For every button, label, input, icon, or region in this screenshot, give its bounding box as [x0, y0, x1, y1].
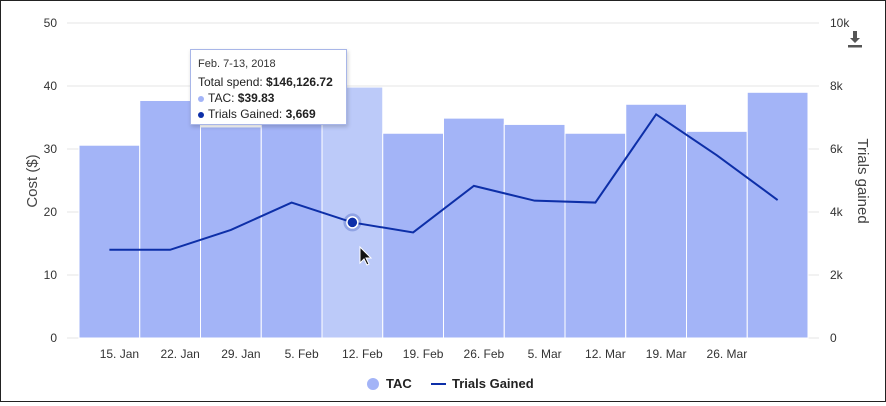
x-tick-label: 5. Feb	[285, 347, 319, 361]
download-icon	[848, 31, 862, 48]
x-tick-label: 22. Jan	[160, 347, 199, 361]
trials-dot-icon	[198, 111, 204, 118]
tac-bar[interactable]	[260, 120, 323, 339]
x-tick-label: 12. Mar	[585, 347, 626, 361]
tooltip: Feb. 7-13, 2018 Total spend: $146,126.72…	[190, 49, 347, 125]
x-tick-label: 5. Mar	[528, 347, 562, 361]
tac-bar[interactable]	[443, 117, 505, 339]
x-tick-label: 26. Feb	[464, 347, 505, 361]
tac-bar[interactable]	[200, 126, 262, 339]
tac-bars	[78, 86, 809, 339]
trials-point[interactable]	[346, 216, 359, 229]
tac-bar[interactable]	[564, 132, 627, 339]
right-axis-title: Trials gained	[854, 138, 871, 223]
y-tick-label: 40	[44, 79, 58, 93]
y2-tick-label: 6k	[830, 142, 844, 156]
tooltip-date: Feb. 7-13, 2018	[198, 58, 276, 70]
tooltip-trials-value: 3,669	[285, 107, 316, 121]
left-axis-ticks: 0 10 20 30 40 50	[44, 16, 58, 345]
y-tick-label: 10	[44, 268, 58, 282]
legend-tac-label[interactable]: TAC	[386, 376, 412, 391]
y2-tick-label: 4k	[830, 205, 844, 219]
tac-bar[interactable]	[139, 99, 201, 339]
tac-bar[interactable]	[503, 123, 566, 339]
tac-bar[interactable]	[686, 130, 748, 339]
x-axis-ticks: 15. Jan 22. Jan 29. Jan 5. Feb 12. Feb 19. Fe…	[100, 347, 748, 361]
right-axis-ticks: 0 2k 4k 6k 8k 10k	[830, 16, 850, 345]
x-tick-label: 19. Mar	[646, 347, 687, 361]
y-tick-label: 20	[44, 205, 58, 219]
tooltip-trials-label: Trials Gained:	[208, 107, 286, 121]
x-tick-label: 15. Jan	[100, 347, 139, 361]
tooltip-tac-value: $39.83	[237, 91, 275, 105]
tooltip-spend-label: Total spend:	[198, 75, 267, 89]
tooltip-spend-value: $146,126.72	[266, 75, 333, 89]
tac-bar[interactable]	[382, 132, 444, 339]
tac-bar[interactable]	[625, 103, 687, 339]
tooltip-spend-row: Total spend: $146,126.72	[198, 74, 339, 90]
x-tick-label: 19. Feb	[403, 347, 444, 361]
x-tick-label: 26. Mar	[707, 347, 748, 361]
y2-tick-label: 10k	[830, 16, 850, 30]
y-tick-label: 30	[44, 142, 58, 156]
left-axis-title: Cost ($)	[24, 154, 41, 207]
y2-tick-label: 2k	[830, 268, 844, 282]
legend: TAC Trials Gained	[367, 376, 534, 391]
x-tick-label: 12. Feb	[342, 347, 383, 361]
trials-line	[109, 112, 779, 251]
tooltip-tac-label: TAC:	[208, 91, 238, 105]
mouse-cursor-icon	[359, 245, 373, 266]
y-tick-label: 50	[44, 16, 58, 30]
trials-line-path	[109, 112, 779, 251]
tooltip-trials-row: Trials Gained: 3,669	[198, 106, 339, 122]
tac-bar[interactable]	[321, 86, 384, 339]
tac-bar[interactable]	[746, 91, 809, 339]
tac-dot-icon	[198, 95, 204, 102]
download-button[interactable]	[845, 29, 865, 49]
x-tick-label: 29. Jan	[221, 347, 260, 361]
y2-tick-label: 8k	[830, 79, 844, 93]
legend-trials-label[interactable]: Trials Gained	[452, 376, 534, 391]
legend-tac-marker	[367, 378, 379, 390]
y2-tick-label: 0	[830, 331, 837, 345]
tooltip-tac-row: TAC: $39.83	[198, 90, 339, 106]
y-tick-label: 0	[50, 331, 57, 345]
tac-bar[interactable]	[78, 144, 141, 339]
